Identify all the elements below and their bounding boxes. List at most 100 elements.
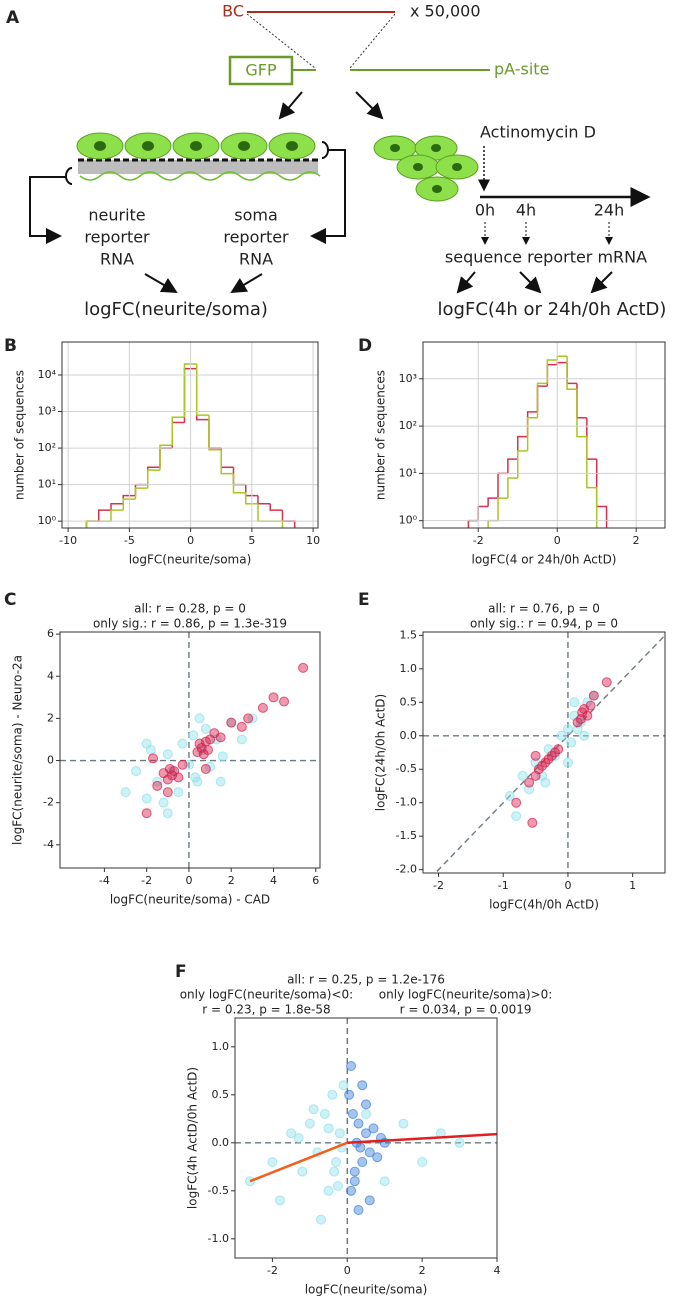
scatter-point [323,1185,334,1196]
arrow [590,271,613,294]
y-tick-label: 10¹ [38,478,56,491]
histogram-step [195,364,209,416]
chart-title: only sig.: r = 0.86, p = 1.3e-319 [93,617,287,631]
scatter-point [540,777,551,788]
histogram-step [586,417,597,460]
scatter-point [454,1137,465,1148]
scatter-point [562,757,573,768]
y-tick-label: 1.0 [400,662,418,675]
x-tick-label: 4 [270,874,277,887]
scatter-point [346,1061,357,1071]
x-tick-label: -5 [124,534,135,547]
scatter-point [162,787,173,798]
scatter-point [215,732,226,743]
y-tick-label: 0.5 [400,695,418,708]
chart-subtitle: r = 0.23, p = 1.8e-58 [202,1003,330,1017]
histogram-step [134,483,148,496]
neuron-layer [29,132,346,244]
chart-title: all: r = 0.28, p = 0 [134,602,246,616]
y-tick-label: 0.5 [212,1088,230,1101]
axes-frame [422,631,666,874]
histogram-step [220,448,234,468]
scatter-point [527,817,538,828]
chart-title: only sig.: r = 0.94, p = 0 [470,617,618,631]
y-tick-label: 0.0 [400,729,418,742]
scatter-point [267,1157,278,1167]
arrow [456,271,476,294]
histogram-step [244,492,258,505]
x-tick-label: -4 [99,874,110,887]
panel-letter: A [6,8,20,28]
x-tick-label: 4 [494,1264,501,1277]
arrow [355,91,384,120]
histogram-step [110,502,124,511]
soma-label: soma [234,206,278,225]
scatter-point [297,1166,308,1177]
arrow [278,91,303,120]
y-tick-label: 10² [399,419,417,432]
y-tick-label: 10⁴ [38,368,57,381]
chart-title: all: r = 0.25, p = 1.2e-176 [287,973,445,987]
chart: B -10 -5 0 5 10 10⁰ 10¹ 10² 10³ 10⁴ logFC(neurite/s… [4,336,320,567]
x-tick-label: -2 [473,534,484,547]
scatter-point [200,763,211,774]
histogram-step [566,362,577,385]
arrow [230,273,263,294]
scatter-point [308,1104,319,1115]
dotted-line [246,13,316,69]
y-tick-label: -2 [43,796,54,809]
plot-area [85,363,296,528]
panel-letter: D [358,336,372,356]
scatter-point [177,759,188,770]
scatter-point [173,772,184,783]
x-tick-label: -10 [59,534,77,547]
histogram-step [487,519,499,528]
scatter-point [329,1166,340,1177]
y-tick-label: 10² [38,441,56,454]
scatter-point [319,1109,330,1119]
panel-letter: B [4,336,17,356]
scatter-point [152,780,163,791]
histogram-step [477,505,489,521]
scatter-point [334,1128,345,1139]
histogram-step [576,383,587,419]
y-axis-label: logFC(neurite/soma) - Neuro-2a [11,655,25,845]
scatter-point [141,738,152,749]
scatter-point [298,662,309,673]
histogram-step [110,509,124,522]
histogram-step [526,417,538,451]
y-tick-label: -1.5 [396,829,417,842]
scatter-point [353,1118,364,1129]
histogram-step [232,467,246,486]
x-tick-label: 6 [312,874,319,887]
scatter-point [355,1142,366,1153]
axes-frame [422,341,666,529]
histogram-step [507,458,518,474]
histogram-step [566,356,577,391]
scatter-point [268,692,279,703]
chart-title: all: r = 0.76, p = 0 [488,602,600,616]
scatter-point [141,808,152,819]
y-tick-label: 10⁰ [38,514,57,527]
y-tick-label: -4 [43,838,54,851]
x-tick-label: 5 [248,534,255,547]
x-tick-label: -2 [141,874,152,887]
x-tick-label: 2 [633,534,640,547]
histogram-step [134,487,148,500]
scatter-point [323,1123,334,1134]
scatter-point [357,1157,368,1167]
scatter-point [148,753,159,764]
scatter-point [162,808,173,819]
scatter-point [332,1181,343,1191]
scatter-point [286,1128,297,1139]
x-tick-label: -2 [267,1264,278,1277]
histogram-step [146,469,160,489]
scatter-point [274,1195,285,1206]
arrow [519,271,542,294]
histogram-step [546,359,558,384]
scatter-point [566,737,577,748]
y-tick-label: 0.0 [212,1136,230,1149]
scatter-point [361,1128,371,1139]
chart-subtitle: r = 0.034, p = 0.0019 [400,1003,532,1017]
scatter-point [162,749,173,760]
